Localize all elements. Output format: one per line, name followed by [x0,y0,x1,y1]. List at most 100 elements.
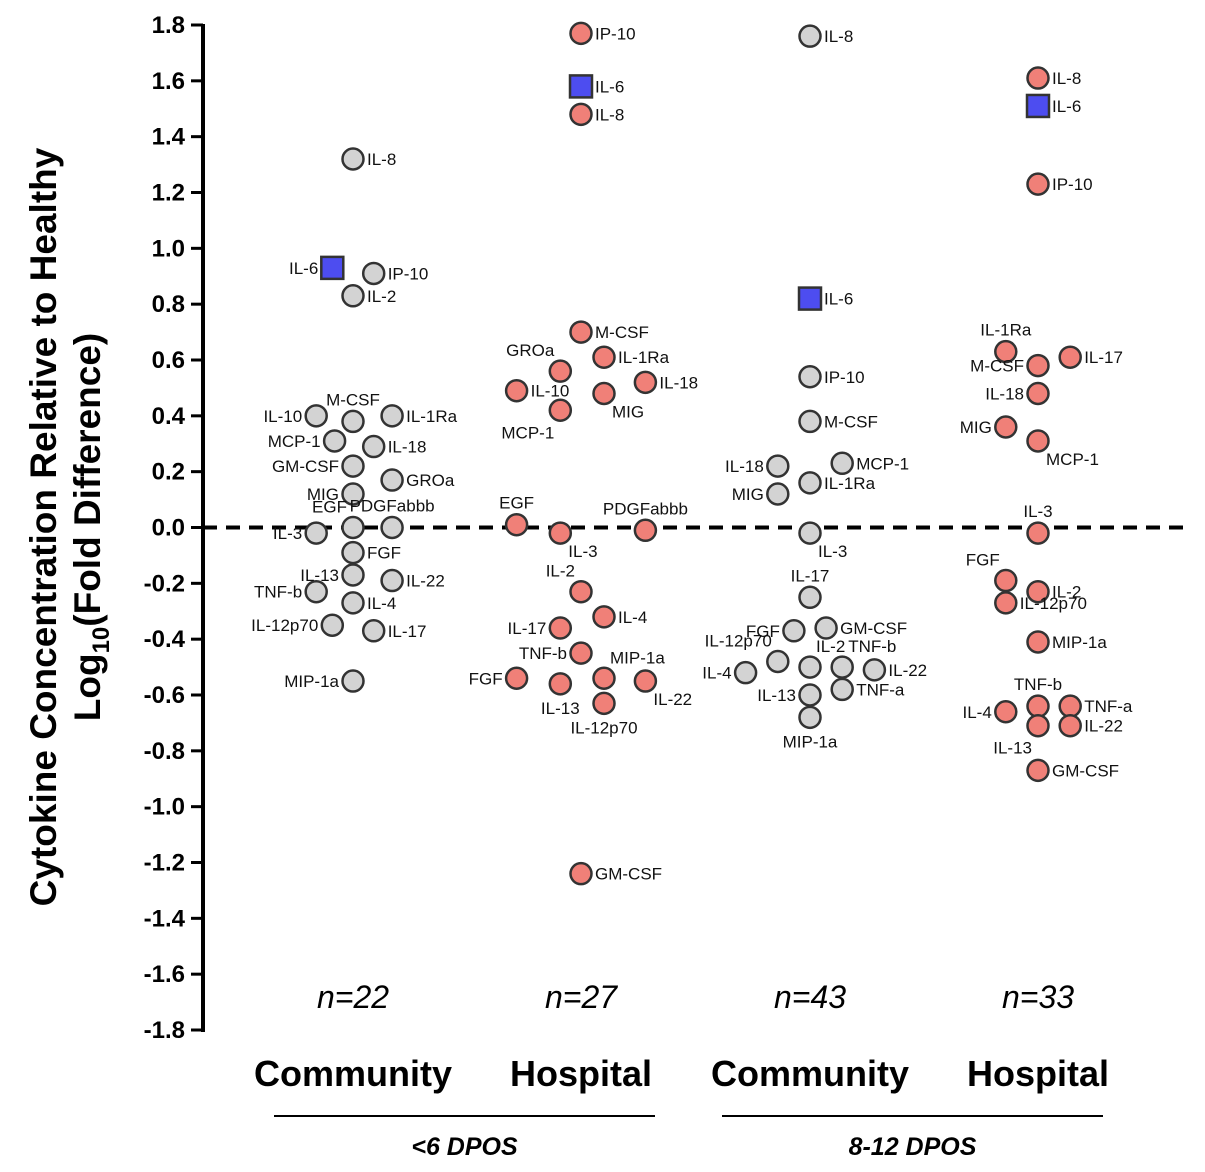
y-tick-label: -1.0 [144,794,185,821]
data-point-label: TNF-a [856,680,905,699]
data-point-label: IL-6 [1052,97,1081,116]
y-tick-label: 0.2 [152,459,185,486]
x-category-label: Hospital [967,1053,1109,1094]
data-point-label: IL-17 [791,566,830,585]
data-point [380,404,404,428]
data-point-label: IL-12p70 [1020,594,1087,613]
data-point [341,540,365,565]
x-axis-categories: Community Hospital Community Hospital n=22 n=… [254,979,1109,1161]
y-tick-label: -1.4 [144,905,186,932]
data-point [592,381,616,406]
data-point-label: MCP-1 [856,454,909,473]
data-point-label: IL-3 [818,542,847,561]
data-point-label: IL-18 [659,373,698,392]
y-tick-label: 0.0 [152,515,185,542]
y-tick-label: -1.8 [144,1017,185,1044]
data-point-il6-square [797,286,823,311]
data-point [380,568,404,593]
data-point [548,359,573,383]
data-point-label: IL-22 [1084,717,1123,736]
data-point-label: IL-3 [1023,502,1052,521]
data-point [798,705,822,730]
data-point [380,515,404,540]
y-tick-label: -0.8 [144,738,185,765]
data-point [592,605,616,629]
y-tick-label: 1.8 [152,12,185,39]
data-point-label: IL-8 [595,105,624,124]
data-point-label: IL-8 [367,150,396,169]
data-point [798,521,822,545]
data-point [569,861,593,886]
data-point-label: IL-2 [546,562,575,581]
data-point [1026,579,1050,604]
y-tick-label: -0.2 [144,570,185,597]
data-point [994,568,1018,593]
data-point [1026,429,1050,453]
data-point [592,691,616,716]
data-point [380,468,404,492]
data-point [341,591,365,615]
data-point-label: MCP-1 [268,432,321,451]
data-point [862,658,887,682]
x-category-label: Hospital [510,1053,652,1094]
data-point [633,669,658,693]
data-point [1058,345,1082,369]
y-tick-label: 1.4 [152,124,186,151]
data-point [1026,172,1050,196]
data-point [548,672,573,696]
data-point-label: MIP-1a [284,672,339,691]
data-point [1026,66,1050,90]
group-label: 8-12 DPOS [849,1133,977,1161]
data-point-label: MCP-1 [1046,450,1099,469]
data-point-il6-square [320,255,345,281]
data-point [1026,521,1050,545]
y-tick-label: 1.2 [152,180,185,207]
data-point [341,409,365,434]
data-point [1026,713,1050,738]
data-points [304,21,1082,886]
data-point [994,591,1018,615]
data-point-label: GM-CSF [1052,761,1119,780]
y-axis-title-fold-difference: (Fold Difference) [67,333,108,627]
data-point-label: IL-3 [273,524,302,543]
y-tick-label: -1.2 [144,850,185,877]
data-point-label: IL-8 [1052,69,1081,88]
data-point [592,666,616,690]
data-point-label: IL-10 [263,407,302,426]
data-point [322,429,347,453]
y-axis-title-log: Log [67,653,108,721]
y-tick-label: -1.6 [144,961,185,988]
data-point [304,579,328,604]
data-point-label: IL-12p70 [705,632,772,651]
data-point [798,585,822,610]
data-point-label: MIG [307,485,339,504]
data-point-label: GM-CSF [595,865,662,884]
data-point-label: IP-10 [824,368,865,387]
data-point-label: IL-1Ra [406,407,458,426]
y-tick-label: 0.8 [152,291,185,318]
data-point-label: TNF-a [1084,697,1133,716]
y-tick-label: 1.6 [152,68,185,95]
data-point-label: MIP-1a [1052,633,1107,652]
data-point [569,641,593,665]
data-point-label: IL-13 [541,699,580,718]
y-tick-label: 1.0 [152,235,185,262]
data-point-label: IL-13 [993,739,1032,758]
data-point-label: MIG [960,418,992,437]
data-point [569,320,593,344]
data-point-label: IP-10 [595,24,636,43]
y-axis: 1.8 1.6 1.4 1.2 1.0 0.8 0.6 0.4 0.2 0.0 -0.2 -0.4 -0… [144,12,205,1044]
data-point-label: IL-13 [757,686,796,705]
data-point-label: IL-12p70 [251,616,318,635]
data-point [798,683,822,707]
data-point-label: IL-18 [388,438,427,457]
data-point-label: MIG [612,403,644,422]
data-point-label: IL-17 [1084,348,1123,367]
data-point [548,398,573,422]
data-point-label: MIP-1a [783,732,838,751]
sample-size-label: n=27 [545,979,618,1015]
data-point [1026,694,1050,718]
data-point-label: EGF [499,494,534,513]
data-point-label: FGF [469,669,503,688]
